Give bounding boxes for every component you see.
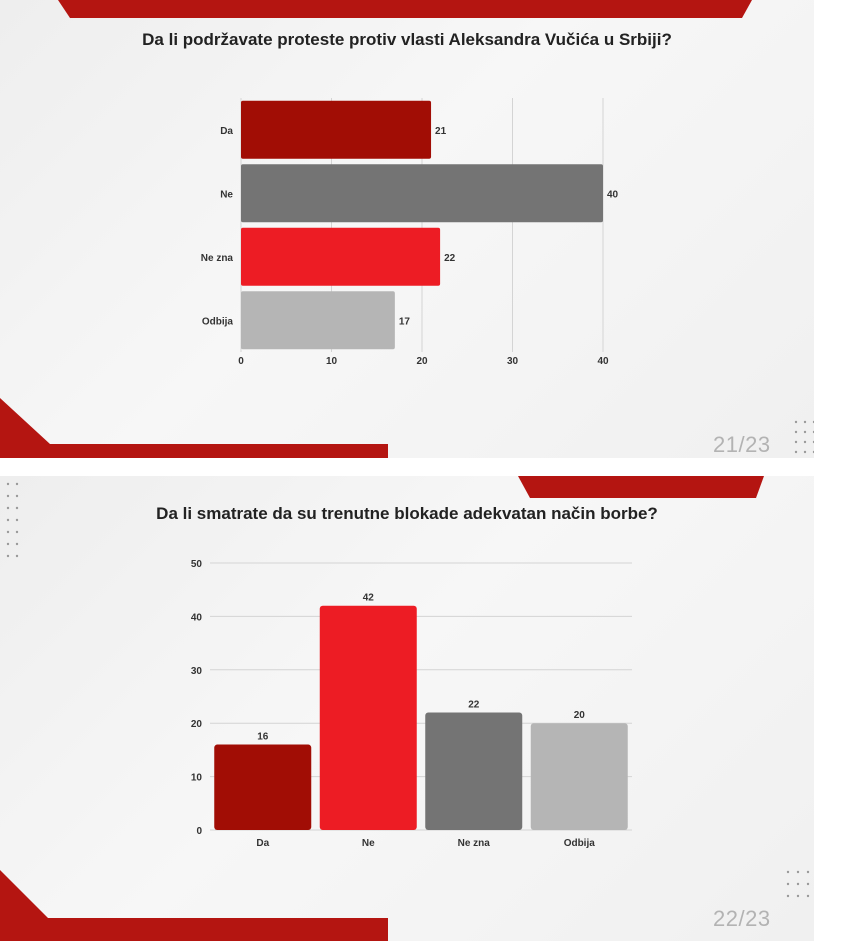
data-label: 22 (444, 253, 456, 264)
y-tick-label: 50 (191, 559, 203, 570)
bar-odbija (530, 723, 628, 830)
data-label: 16 (257, 732, 269, 743)
chart-title: Da li smatrate da su trenutne blokade ad… (156, 504, 658, 523)
category-label: Ne zna (201, 253, 234, 264)
data-label: 42 (363, 593, 375, 604)
y-tick-label: 0 (196, 826, 202, 837)
bar-ne-zna (425, 712, 523, 830)
dot-grid-decoration-left (6, 482, 19, 558)
category-label: Da (220, 126, 233, 137)
page-number: 22/23 (713, 906, 771, 931)
data-label: 17 (399, 316, 411, 327)
x-tick-label: 30 (507, 356, 519, 367)
category-label: Ne zna (458, 838, 491, 849)
data-label: 22 (468, 700, 480, 711)
x-tick-label: 0 (238, 356, 244, 367)
vertical-bar-chart: 0 10 20 30 40 50 16 Da 42 Ne 22 Ne zna 20 Odbija (191, 559, 632, 849)
data-label: 20 (574, 710, 586, 721)
y-tick-label: 40 (191, 612, 203, 623)
category-label: Odbija (202, 316, 234, 327)
bottom-left-red-shape (0, 398, 388, 458)
slide-21: Da li podržavate proteste protiv vlasti … (0, 0, 814, 458)
bar-odbija (241, 291, 395, 350)
bar-da (214, 744, 312, 830)
x-tick-label: 40 (597, 356, 609, 367)
dot-grid-decoration (794, 420, 814, 454)
bar-ne-zna (241, 227, 441, 286)
chart-title: Da li podržavate proteste protiv vlasti … (142, 30, 672, 49)
category-label: Odbija (564, 838, 596, 849)
y-tick-label: 10 (191, 773, 203, 784)
x-tick-label: 10 (326, 356, 338, 367)
category-label: Da (256, 838, 269, 849)
bar-ne (319, 605, 417, 830)
x-tick-label: 20 (416, 356, 428, 367)
slide-22: Da li smatrate da su trenutne blokade ad… (0, 476, 814, 941)
data-label: 21 (435, 126, 447, 137)
y-tick-label: 20 (191, 719, 203, 730)
top-red-banner (518, 476, 764, 498)
slide-decoration (0, 0, 814, 458)
y-tick-label: 30 (191, 666, 203, 677)
dot-grid-decoration-right (786, 870, 810, 898)
bar-ne (241, 164, 603, 223)
page-number: 21/23 (713, 432, 771, 457)
category-label: Ne (362, 838, 375, 849)
bottom-left-red-shape (0, 870, 388, 941)
category-label: Ne (220, 189, 233, 200)
slide-decoration (0, 476, 810, 941)
horizontal-bar-chart: 0 10 20 30 40 Da 21 Ne 40 Ne zna 22 Odbija 17 (201, 98, 619, 367)
data-label: 40 (607, 189, 619, 200)
bar-da (241, 100, 432, 159)
top-red-banner (58, 0, 752, 18)
